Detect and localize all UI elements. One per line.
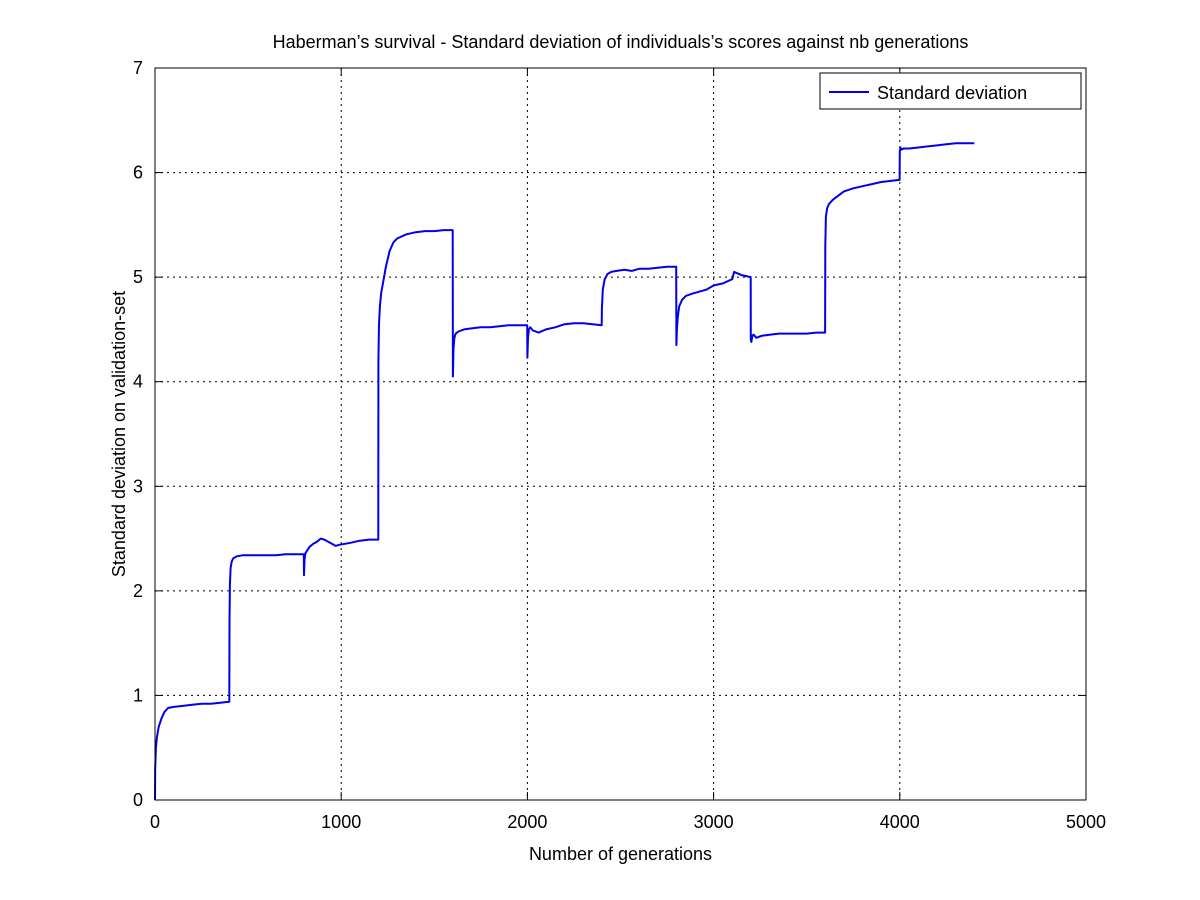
y-tick-label: 1	[133, 685, 143, 705]
series-layer	[154, 142, 975, 801]
y-tick-label: 6	[133, 163, 143, 183]
y-tick-label: 0	[133, 790, 143, 810]
x-tick-label: 2000	[507, 812, 547, 832]
legend: Standard deviation	[819, 72, 1082, 110]
legend-entry: Standard deviation	[877, 83, 1027, 103]
x-tick-label: 1000	[321, 812, 361, 832]
x-axis-label: Number of generations	[529, 844, 712, 864]
y-tick-label: 3	[133, 476, 143, 496]
y-tick-label: 2	[133, 581, 143, 601]
x-tick-label: 3000	[694, 812, 734, 832]
chart-title: Haberman’s survival - Standard deviation…	[273, 32, 969, 52]
x-tick-label: 0	[150, 812, 160, 832]
plot-area	[155, 68, 1086, 800]
x-tick-label: 5000	[1066, 812, 1106, 832]
y-axis-label: Standard deviation on validation-set	[109, 291, 129, 577]
x-tick-label: 4000	[880, 812, 920, 832]
grid	[155, 68, 1086, 800]
y-tick-label: 7	[133, 58, 143, 78]
tick-labels: 0 1000 2000 3000 4000 5000 0 1 2 3 4 5 6 7	[133, 58, 1106, 832]
y-tick-label: 4	[133, 372, 143, 392]
series-line-standard-deviation	[154, 142, 975, 801]
y-tick-label: 5	[133, 267, 143, 287]
plot-frame	[154, 67, 1087, 801]
